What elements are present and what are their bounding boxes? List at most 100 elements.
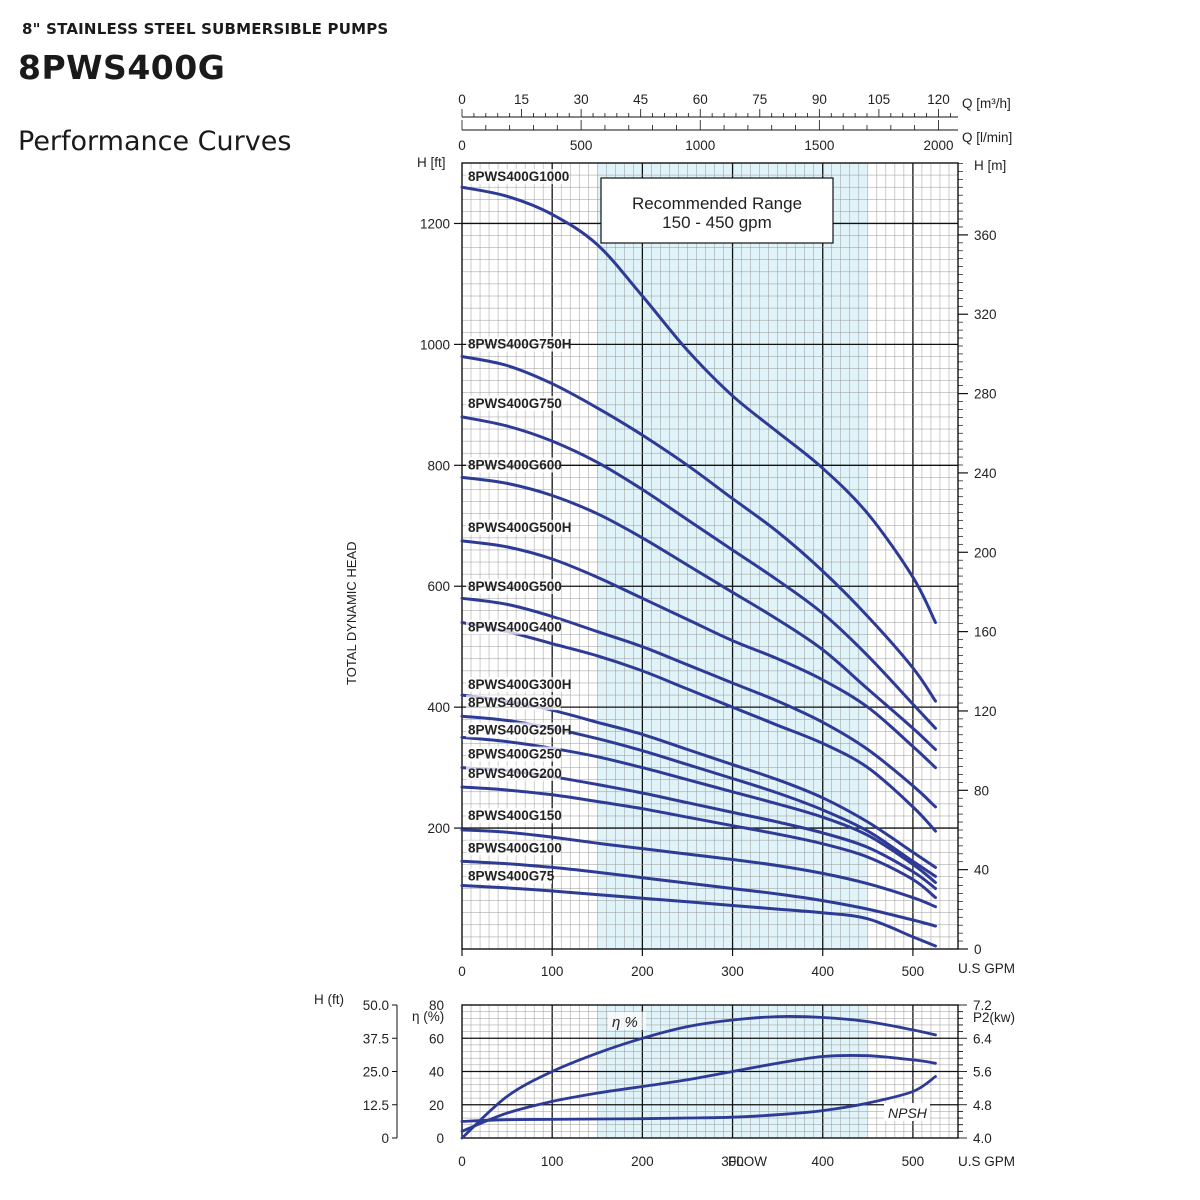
p2-unit: P2(kw) — [973, 1010, 1015, 1025]
curve-label-bg — [466, 619, 561, 635]
efficiency-npsh-chart: 0 20 40 60 80η (%) 0 12.5 25.0 37.5 50.0 H (ft) 4.0… — [314, 992, 1015, 1169]
curve-8pws400g100 — [460, 859, 937, 928]
npsh-curve-label: NPSH — [888, 1105, 928, 1121]
x-axis-title: FLOW — [728, 1154, 767, 1169]
curve-label: 8PWS400G250H — [468, 722, 572, 737]
eff-curve-label: η % — [612, 1014, 638, 1031]
top-tick-label-lmin: 1500 — [804, 138, 834, 153]
npsh-label-bg — [884, 1103, 930, 1121]
x-tick-label: 200 — [631, 1154, 654, 1169]
y-unit-left: H [ft] — [417, 155, 446, 170]
x-tick-label: 400 — [811, 964, 834, 979]
curve-label: 8PWS400G150 — [468, 808, 562, 823]
h-ft-tick-label: 50.0 — [363, 998, 389, 1013]
curve-label-bg — [466, 808, 561, 824]
y-axis-title: TOTAL DYNAMIC HEAD — [344, 541, 359, 685]
sub-curve-0 — [460, 1015, 937, 1140]
curve-8pws400g150 — [460, 828, 937, 909]
plot-frame — [461, 162, 959, 950]
curve-label-bg — [466, 868, 552, 884]
curve-label: 8PWS400G1000 — [468, 169, 569, 184]
eff-tick-label: 0 — [436, 1131, 444, 1146]
curve-label: 8PWS400G750H — [468, 337, 572, 352]
top-unit-lmin: Q [l/min] — [962, 130, 1012, 145]
x-tick-label: 0 — [458, 964, 466, 979]
curve-label: 8PWS400G250 — [468, 747, 562, 762]
y-tick-label-left: 200 — [427, 821, 450, 836]
y-tick-label-left: 400 — [427, 700, 450, 715]
curve-label: 8PWS400G500H — [468, 520, 572, 535]
h-ft-tick-label: 37.5 — [363, 1031, 389, 1046]
x-tick-label: 500 — [902, 1154, 925, 1169]
x-tick-label: 0 — [458, 1154, 466, 1169]
recommended-range-title: Recommended Range — [632, 194, 802, 213]
y-tick-label-right: 280 — [974, 387, 997, 402]
y-tick-label-right: 160 — [974, 625, 997, 640]
top-tick-label-m3h: 90 — [812, 92, 827, 107]
curve-8pws400g500 — [460, 596, 937, 809]
curve-label: 8PWS400G750 — [468, 396, 562, 411]
curve-8pws400g750 — [460, 415, 937, 730]
x-tick-label: 100 — [541, 1154, 564, 1169]
y-tick-label-right: 240 — [974, 466, 997, 481]
recommended-range-box — [600, 177, 834, 244]
x-tick-label: 500 — [902, 964, 925, 979]
p2-tick-label: 4.8 — [973, 1098, 992, 1113]
curve-label: 8PWS400G600 — [468, 458, 562, 473]
curve-label-bg — [466, 722, 570, 738]
x-tick-label: 300 — [721, 1154, 744, 1169]
curve-label: 8PWS400G400 — [468, 620, 562, 635]
x-unit-label: U.S GPM — [958, 961, 1015, 976]
top-unit-m3h: Q [m³/h] — [962, 96, 1011, 111]
top-tick-label-m3h: 75 — [752, 92, 767, 107]
h-ft-tick-label: 25.0 — [363, 1065, 389, 1080]
curve-8pws400g200 — [460, 785, 937, 900]
h-ft-unit: H (ft) — [314, 992, 344, 1007]
curve-8pws400g500h — [460, 539, 937, 770]
model-title: 8PWS400G — [18, 48, 226, 87]
curve-label-bg — [466, 765, 561, 781]
p2-tick-label: 5.6 — [973, 1065, 992, 1080]
h-ft-tick-label: 0 — [381, 1131, 389, 1146]
y-tick-label-right: 120 — [974, 704, 997, 719]
curve-8pws400g600 — [460, 475, 937, 751]
x-tick-label: 300 — [721, 964, 744, 979]
y-tick-label-right: 0 — [974, 942, 982, 957]
y-tick-label-right: 200 — [974, 545, 997, 560]
curve-8pws400g1000 — [460, 185, 937, 624]
curve-label-bg — [466, 336, 570, 352]
curve-label-bg — [466, 395, 561, 411]
x-unit-label: U.S GPM — [958, 1154, 1015, 1169]
curve-label: 8PWS400G200 — [468, 766, 562, 781]
curve-label-bg — [466, 840, 561, 856]
y-tick-label-right: 360 — [974, 228, 997, 243]
curve-label-bg — [466, 746, 561, 762]
curve-label-bg — [466, 695, 561, 711]
y-tick-label-left: 600 — [427, 579, 450, 594]
top-tick-label-lmin: 0 — [458, 138, 466, 153]
eff-tick-label: 80 — [429, 998, 444, 1013]
x-tick-label: 100 — [541, 964, 564, 979]
eff-unit: η (%) — [412, 1009, 444, 1024]
curve-label-bg — [466, 169, 570, 185]
top-tick-label-m3h: 45 — [633, 92, 648, 107]
y-tick-label-right: 320 — [974, 307, 997, 322]
curve-8pws400g75 — [460, 884, 937, 948]
y-tick-label-left: 1200 — [420, 216, 450, 231]
y-unit-right: H [m] — [974, 158, 1006, 173]
top-tick-label-m3h: 120 — [927, 92, 950, 107]
curve-label: 8PWS400G75 — [468, 869, 555, 884]
recommended-range-value: 150 - 450 gpm — [662, 213, 772, 232]
sub-curve-1 — [460, 1054, 937, 1133]
y-tick-label-left: 1000 — [420, 337, 450, 352]
y-tick-label-right: 40 — [974, 863, 989, 878]
top-tick-label-lmin: 500 — [570, 138, 593, 153]
sub-curve-2 — [460, 1075, 937, 1123]
eff-label-bg — [608, 1012, 646, 1030]
top-tick-label-m3h: 30 — [574, 92, 589, 107]
curve-label: 8PWS400G100 — [468, 840, 562, 855]
curve-label: 8PWS400G300 — [468, 695, 562, 710]
catalog-subtitle: 8" STAINLESS STEEL SUBMERSIBLE PUMPS — [22, 20, 389, 38]
